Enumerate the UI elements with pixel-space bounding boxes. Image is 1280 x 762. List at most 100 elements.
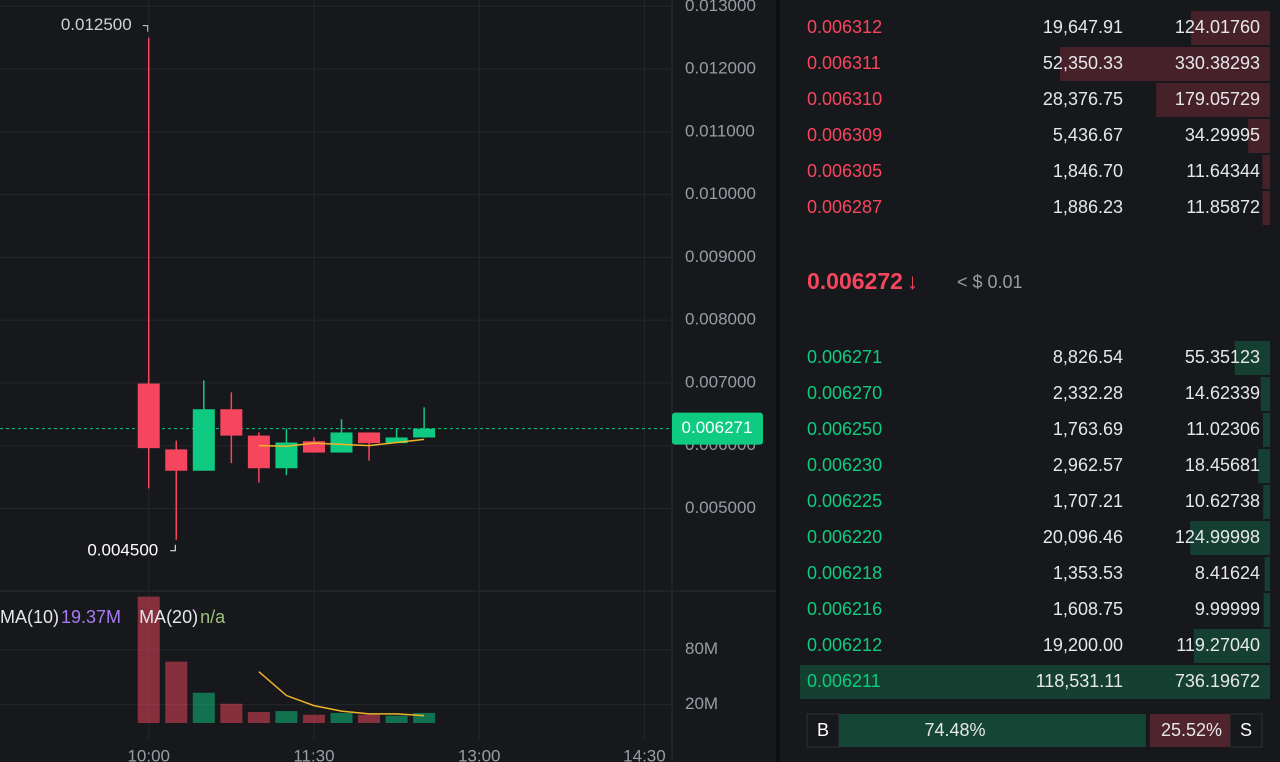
- buy-label: B: [817, 720, 829, 740]
- book-total: 179.05729: [1175, 89, 1260, 109]
- high-label: 0.012500: [61, 15, 132, 34]
- book-amount: 2,962.57: [1053, 455, 1123, 475]
- book-price: 0.006250: [807, 419, 882, 439]
- book-amount: 20,096.46: [1043, 527, 1123, 547]
- ma-line: [258, 438, 425, 448]
- volume-legend-label: MA(20): [139, 607, 198, 627]
- buy-bar: [807, 714, 1146, 747]
- book-price: 0.006211: [807, 671, 881, 691]
- depth-bar: [1262, 191, 1270, 225]
- candle-body: [302, 441, 325, 453]
- volume-legend-value: n/a: [200, 607, 226, 627]
- book-amount: 8,826.54: [1053, 347, 1123, 367]
- book-price: 0.006220: [807, 527, 882, 547]
- book-total: 119.27040: [1176, 635, 1260, 655]
- book-price: 0.006230: [807, 455, 882, 475]
- volume-bar: [413, 712, 436, 723]
- book-price: 0.006310: [807, 89, 882, 109]
- sell-percent: 25.52%: [1161, 720, 1222, 740]
- buy-percent: 74.48%: [924, 720, 985, 740]
- volume-bar: [247, 712, 270, 723]
- book-amount: 1,763.69: [1053, 419, 1123, 439]
- last-price-label: 0.006271: [682, 418, 753, 437]
- book-amount: 2,332.28: [1053, 383, 1123, 403]
- depth-bar: [1190, 521, 1270, 555]
- book-total: 11.02306: [1186, 419, 1260, 439]
- depth-bar: [1260, 377, 1270, 411]
- book-total: 55.35123: [1185, 347, 1260, 367]
- book-price: 0.006309: [807, 125, 882, 145]
- book-amount: 1,608.75: [1053, 599, 1123, 619]
- volume-bar: [192, 692, 215, 723]
- book-amount: 19,200.00: [1043, 635, 1123, 655]
- sell-badge: [1229, 713, 1263, 748]
- candle-body: [358, 432, 381, 444]
- book-price: 0.006216: [807, 599, 882, 619]
- y-tick-label: 0.010000: [685, 184, 756, 203]
- depth-bar: [1248, 119, 1270, 153]
- mid-price: 0.006272: [807, 268, 903, 294]
- x-tick-label: 14:30: [623, 746, 666, 762]
- book-amount: 1,846.70: [1053, 161, 1123, 181]
- book-amount: 19,647.91: [1043, 17, 1123, 37]
- depth-bar: [1156, 83, 1270, 117]
- book-price: 0.006271: [807, 347, 882, 367]
- volume-bar: [137, 596, 160, 723]
- candle-body: [192, 409, 215, 471]
- book-total: 736.19672: [1175, 671, 1260, 691]
- candle-body: [413, 428, 436, 438]
- volume-legend-label: MA(10): [0, 607, 59, 627]
- volume-bar: [385, 715, 408, 723]
- y-tick-label: 0.008000: [685, 310, 756, 329]
- book-total: 34.29995: [1185, 125, 1260, 145]
- depth-bar: [1262, 413, 1270, 447]
- candle-body: [165, 449, 188, 471]
- high-arrow: [142, 25, 149, 32]
- y-tick-label: 80M: [685, 639, 718, 658]
- y-tick-label: 0.005000: [685, 498, 756, 517]
- book-amount: 5,436.67: [1053, 125, 1123, 145]
- book-total: 18.45681: [1185, 455, 1260, 475]
- volume-bar: [220, 703, 243, 723]
- volume-ma-line: [258, 671, 425, 717]
- x-tick-label: 13:00: [458, 746, 501, 762]
- volume-bar: [358, 714, 381, 723]
- depth-bar: [1191, 11, 1270, 45]
- candle-body: [220, 409, 243, 436]
- depth-bar: [1234, 341, 1270, 375]
- book-amount: 1,707.21: [1053, 491, 1123, 511]
- volume-bar: [302, 714, 325, 723]
- candle-body: [137, 383, 160, 449]
- depth-bar: [1060, 47, 1270, 81]
- y-tick-label: 0.012000: [685, 59, 756, 78]
- book-total: 8.41624: [1195, 563, 1260, 583]
- book-total: 124.99998: [1175, 527, 1260, 547]
- depth-bar: [1193, 629, 1270, 663]
- y-tick-label: 0.009000: [685, 247, 756, 266]
- book-price: 0.006305: [807, 161, 882, 181]
- book-total: 330.38293: [1175, 53, 1260, 73]
- x-tick-label: 11:30: [293, 746, 334, 762]
- volume-legend-value: 19.37M: [61, 607, 121, 627]
- buy-badge: [806, 713, 840, 748]
- y-tick-label: 0.007000: [685, 372, 756, 391]
- book-amount: 1,353.53: [1053, 563, 1123, 583]
- mid-arrow: ↓: [907, 269, 918, 294]
- mid-usd: < $ 0.01: [957, 272, 1023, 292]
- y-tick-label: 20M: [685, 694, 718, 713]
- book-total: 9.99999: [1195, 599, 1260, 619]
- book-price: 0.006312: [807, 17, 882, 37]
- book-amount: 1,886.23: [1053, 197, 1123, 217]
- candle-body: [330, 432, 353, 453]
- book-price: 0.006287: [807, 197, 882, 217]
- depth-bar: [1262, 155, 1270, 189]
- book-total: 14.62339: [1185, 383, 1260, 403]
- last-price-box: [672, 412, 763, 445]
- book-price: 0.006270: [807, 383, 882, 403]
- sell-label: S: [1240, 720, 1252, 740]
- candle-body: [247, 435, 270, 469]
- candle-body: [385, 437, 408, 444]
- volume-bar: [330, 712, 353, 723]
